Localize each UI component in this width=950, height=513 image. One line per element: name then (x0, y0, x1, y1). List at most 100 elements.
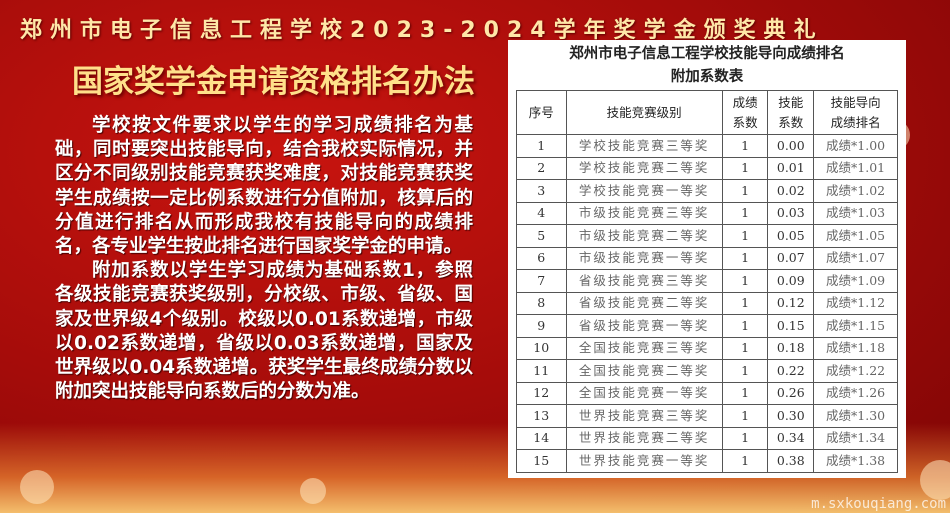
row-score-coef: 1 (721, 269, 769, 293)
row-score-coef: 1 (721, 246, 769, 270)
row-skill-coef: 0.07 (767, 246, 815, 270)
row-score-coef: 1 (721, 381, 769, 405)
row-ranking: 成绩*1.03 (813, 201, 898, 225)
table-row: 14 世界技能竞赛二等奖 1 0.34 成绩*1.34 (516, 426, 898, 450)
row-index: 15 (516, 449, 567, 473)
row-index: 8 (516, 291, 567, 315)
table-row: 1 学校技能竞赛三等奖 1 0.00 成绩*1.00 (516, 134, 898, 158)
row-index: 14 (516, 426, 567, 450)
bokeh-light (20, 470, 54, 504)
row-ranking: 成绩*1.07 (813, 246, 898, 270)
row-index: 7 (516, 269, 567, 293)
row-skill-coef: 0.00 (767, 134, 815, 158)
row-skill-coef: 0.09 (767, 269, 815, 293)
row-level: 世界技能竞赛三等奖 (565, 404, 723, 428)
row-level: 学校技能竞赛二等奖 (565, 156, 723, 180)
page-title: 国家奖学金申请资格排名办法 (72, 64, 475, 100)
table-row: 12 全国技能竞赛一等奖 1 0.26 成绩*1.26 (516, 381, 898, 405)
row-level: 学校技能竞赛三等奖 (565, 134, 723, 158)
row-ranking: 成绩*1.26 (813, 381, 898, 405)
header-score-coef: 成绩系数 (721, 90, 769, 135)
table-row: 15 世界技能竞赛一等奖 1 0.38 成绩*1.38 (516, 449, 898, 473)
event-title: 郑州市电子信息工程学校2023-2024学年奖学金颁奖典礼 (20, 18, 824, 43)
bokeh-light (920, 460, 950, 500)
row-ranking: 成绩*1.12 (813, 291, 898, 315)
row-level: 市级技能竞赛三等奖 (565, 201, 723, 225)
row-skill-coef: 0.18 (767, 336, 815, 360)
row-index: 13 (516, 404, 567, 428)
table-row: 9 省级技能竞赛一等奖 1 0.15 成绩*1.15 (516, 314, 898, 338)
row-ranking: 成绩*1.30 (813, 404, 898, 428)
row-ranking: 成绩*1.22 (813, 359, 898, 383)
table-header-row: 序号 技能竞赛级别 成绩系数 技能系数 技能导向成绩排名 (516, 90, 898, 135)
header-ranking: 技能导向成绩排名 (813, 90, 898, 135)
row-skill-coef: 0.05 (767, 224, 815, 248)
row-index: 3 (516, 179, 567, 203)
watermark: m.sxkouqiang.com (811, 496, 946, 512)
row-level: 省级技能竞赛二等奖 (565, 291, 723, 315)
row-level: 世界技能竞赛二等奖 (565, 426, 723, 450)
table-title: 郑州市电子信息工程学校技能导向成绩排名 (569, 45, 845, 62)
row-level: 市级技能竞赛二等奖 (565, 224, 723, 248)
row-level: 全国技能竞赛二等奖 (565, 359, 723, 383)
row-score-coef: 1 (721, 134, 769, 158)
row-index: 9 (516, 314, 567, 338)
table-row: 3 学校技能竞赛一等奖 1 0.02 成绩*1.02 (516, 179, 898, 203)
row-skill-coef: 0.34 (767, 426, 815, 450)
paragraph: 学校按文件要求以学生的学习成绩排名为基础，同时要突出技能导向，结合我校实际情况，… (55, 115, 473, 258)
row-skill-coef: 0.26 (767, 381, 815, 405)
row-ranking: 成绩*1.02 (813, 179, 898, 203)
row-ranking: 成绩*1.00 (813, 134, 898, 158)
row-index: 6 (516, 246, 567, 270)
header-index: 序号 (516, 90, 567, 135)
table-row: 5 市级技能竞赛二等奖 1 0.05 成绩*1.05 (516, 224, 898, 248)
row-level: 市级技能竞赛一等奖 (565, 246, 723, 270)
row-score-coef: 1 (721, 156, 769, 180)
table-row: 7 省级技能竞赛三等奖 1 0.09 成绩*1.09 (516, 269, 898, 293)
header-level: 技能竞赛级别 (565, 90, 723, 135)
table-subtitle: 附加系数表 (670, 68, 744, 85)
row-index: 5 (516, 224, 567, 248)
row-skill-coef: 0.38 (767, 449, 815, 473)
row-ranking: 成绩*1.15 (813, 314, 898, 338)
row-level: 世界技能竞赛一等奖 (565, 449, 723, 473)
row-score-coef: 1 (721, 224, 769, 248)
row-level: 省级技能竞赛一等奖 (565, 314, 723, 338)
row-ranking: 成绩*1.38 (813, 449, 898, 473)
row-index: 10 (516, 336, 567, 360)
row-index: 1 (516, 134, 567, 158)
row-score-coef: 1 (721, 426, 769, 450)
table-row: 2 学校技能竞赛二等奖 1 0.01 成绩*1.01 (516, 156, 898, 180)
row-skill-coef: 0.03 (767, 201, 815, 225)
row-skill-coef: 0.30 (767, 404, 815, 428)
row-score-coef: 1 (721, 291, 769, 315)
row-ranking: 成绩*1.34 (813, 426, 898, 450)
row-score-coef: 1 (721, 201, 769, 225)
row-level: 学校技能竞赛一等奖 (565, 179, 723, 203)
row-score-coef: 1 (721, 404, 769, 428)
table-row: 8 省级技能竞赛二等奖 1 0.12 成绩*1.12 (516, 291, 898, 315)
row-score-coef: 1 (721, 449, 769, 473)
row-score-coef: 1 (721, 179, 769, 203)
coefficient-table: 序号 技能竞赛级别 成绩系数 技能系数 技能导向成绩排名 1 学校技能竞赛三等奖 1… (516, 90, 898, 473)
row-skill-coef: 0.02 (767, 179, 815, 203)
row-level: 省级技能竞赛三等奖 (565, 269, 723, 293)
row-score-coef: 1 (721, 336, 769, 360)
bokeh-light (300, 478, 326, 504)
row-index: 11 (516, 359, 567, 383)
header-skill-coef: 技能系数 (767, 90, 815, 135)
row-score-coef: 1 (721, 314, 769, 338)
row-index: 2 (516, 156, 567, 180)
table-row: 6 市级技能竞赛一等奖 1 0.07 成绩*1.07 (516, 246, 898, 270)
row-skill-coef: 0.12 (767, 291, 815, 315)
row-ranking: 成绩*1.09 (813, 269, 898, 293)
paragraph: 附加系数以学生学习成绩为基础系数1，参照各级技能竞赛获奖级别，分校级、市级、省级… (55, 260, 473, 403)
table-row: 4 市级技能竞赛三等奖 1 0.03 成绩*1.03 (516, 201, 898, 225)
coefficient-table-panel: 郑州市电子信息工程学校技能导向成绩排名 附加系数表 序号 技能竞赛级别 成绩系数… (508, 40, 906, 478)
row-level: 全国技能竞赛一等奖 (565, 381, 723, 405)
body-text: 学校按文件要求以学生的学习成绩排名为基础，同时要突出技能导向，结合我校实际情况，… (55, 114, 473, 404)
row-skill-coef: 0.22 (767, 359, 815, 383)
row-index: 4 (516, 201, 567, 225)
row-skill-coef: 0.15 (767, 314, 815, 338)
table-row: 10 全国技能竞赛三等奖 1 0.18 成绩*1.18 (516, 336, 898, 360)
